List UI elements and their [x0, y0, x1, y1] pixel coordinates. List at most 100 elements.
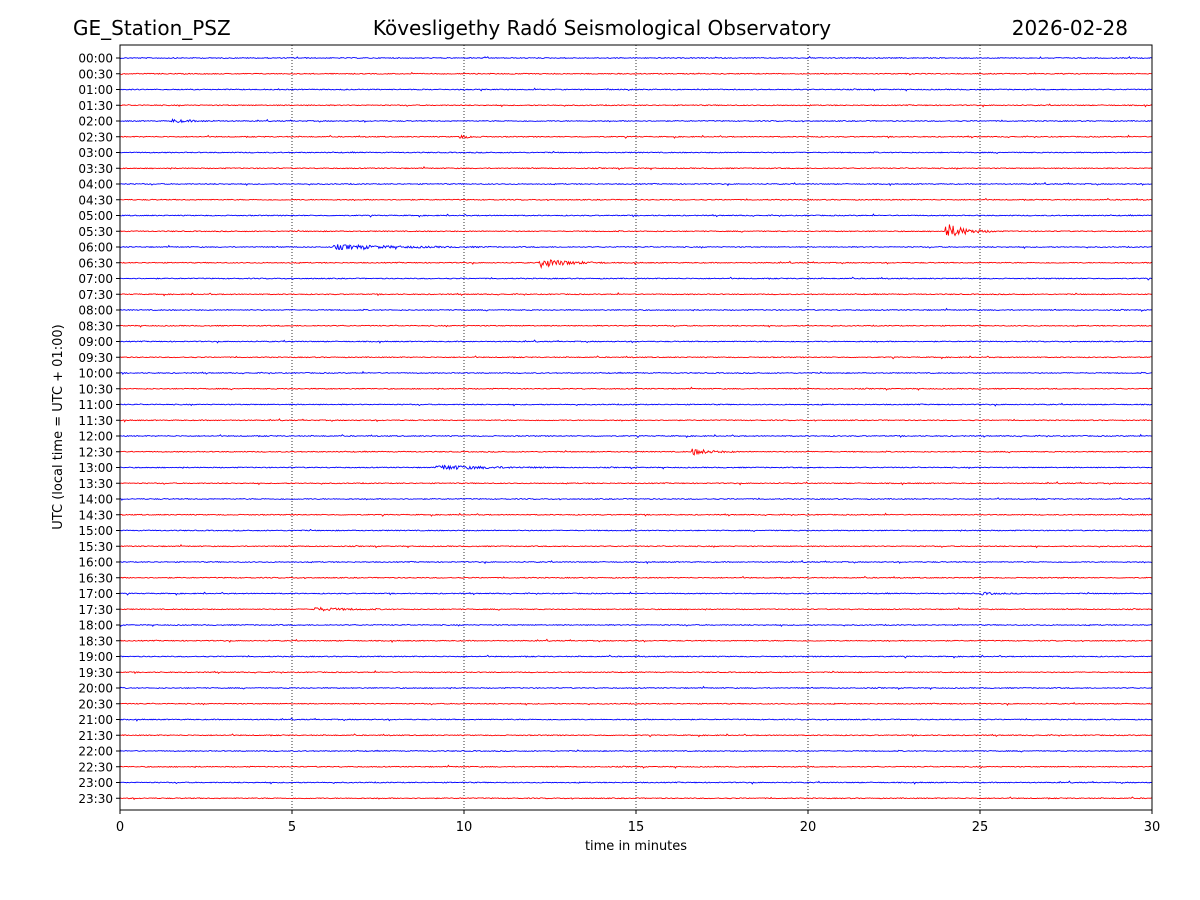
row-label-16:00: 16:00	[78, 556, 113, 570]
trace-15:30	[119, 544, 1153, 549]
row-label-00:00: 00:00	[78, 52, 113, 66]
row-label-23:00: 23:00	[78, 776, 113, 790]
trace-03:30	[119, 166, 1153, 171]
x-tick-label-30: 30	[1144, 820, 1161, 835]
trace-22:00	[119, 749, 1153, 753]
x-axis-label: time in minutes	[585, 839, 687, 854]
trace-17:30	[119, 606, 1153, 612]
row-label-18:00: 18:00	[78, 619, 113, 633]
row-label-06:30: 06:30	[78, 256, 113, 270]
row-label-12:00: 12:00	[78, 430, 113, 444]
trace-05:00	[119, 213, 1153, 218]
row-label-04:00: 04:00	[78, 178, 113, 192]
row-label-01:00: 01:00	[78, 83, 113, 97]
row-label-15:30: 15:30	[78, 540, 113, 554]
trace-11:00	[119, 402, 1153, 407]
seismic-traces	[119, 55, 1153, 801]
trace-12:30	[119, 448, 1153, 456]
y-axis-label: UTC (local time = UTC + 01:00)	[51, 324, 66, 529]
trace-08:00	[119, 307, 1153, 313]
trace-06:00	[119, 243, 1153, 251]
trace-01:30	[119, 103, 1153, 108]
row-label-02:00: 02:00	[78, 115, 113, 129]
trace-13:00	[119, 464, 1153, 471]
trace-11:30	[119, 418, 1153, 423]
row-label-23:30: 23:30	[78, 792, 113, 806]
x-tick-label-5: 5	[288, 820, 296, 835]
trace-05:30	[119, 224, 1153, 237]
station-name: GE_Station_PSZ	[73, 16, 231, 40]
x-tick-label-0: 0	[116, 820, 124, 835]
trace-19:00	[119, 654, 1153, 659]
row-label-10:30: 10:30	[78, 382, 113, 396]
trace-13:30	[119, 481, 1153, 486]
row-label-17:30: 17:30	[78, 603, 113, 617]
grid-lines	[291, 45, 981, 810]
trace-00:30	[119, 71, 1153, 76]
row-label-01:30: 01:30	[78, 99, 113, 113]
trace-14:00	[119, 497, 1153, 501]
trace-17:00	[119, 591, 1153, 596]
row-label-03:30: 03:30	[78, 162, 113, 176]
trace-23:30	[119, 796, 1153, 801]
row-label-12:30: 12:30	[78, 445, 113, 459]
trace-09:30	[119, 355, 1153, 360]
trace-15:00	[119, 528, 1153, 532]
row-label-06:00: 06:00	[78, 241, 113, 255]
row-label-05:30: 05:30	[78, 225, 113, 239]
plot-date: 2026-02-28	[1011, 16, 1128, 40]
x-axis-ticks: 0 5 10 15 20 25 30	[116, 810, 1160, 835]
row-label-08:30: 08:30	[78, 319, 113, 333]
trace-14:30	[119, 512, 1153, 517]
trace-07:30	[119, 291, 1153, 297]
trace-10:30	[119, 386, 1153, 391]
row-label-20:00: 20:00	[78, 682, 113, 696]
row-label-21:30: 21:30	[78, 729, 113, 743]
row-label-14:30: 14:30	[78, 508, 113, 522]
row-label-17:00: 17:00	[78, 587, 113, 601]
x-tick-label-15: 15	[628, 820, 645, 835]
trace-21:00	[119, 717, 1153, 722]
trace-20:30	[119, 701, 1153, 706]
row-label-11:30: 11:30	[78, 414, 113, 428]
row-label-02:30: 02:30	[78, 130, 113, 144]
row-label-10:00: 10:00	[78, 367, 113, 381]
row-label-18:30: 18:30	[78, 634, 113, 648]
x-tick-label-20: 20	[800, 820, 817, 835]
trace-22:30	[119, 764, 1153, 769]
trace-18:30	[119, 638, 1153, 644]
row-label-11:00: 11:00	[78, 398, 113, 412]
x-tick-label-25: 25	[972, 820, 989, 835]
trace-18:00	[119, 623, 1153, 628]
row-label-07:30: 07:30	[78, 288, 113, 302]
observatory-title: Kövesligethy Radó Seismological Observat…	[372, 16, 832, 40]
row-label-09:00: 09:00	[78, 335, 113, 349]
trace-06:30	[119, 259, 1153, 270]
trace-09:00	[119, 339, 1153, 344]
row-label-19:30: 19:30	[78, 666, 113, 680]
trace-21:30	[119, 733, 1153, 738]
trace-08:30	[119, 324, 1153, 328]
trace-00:00	[119, 55, 1153, 60]
row-label-13:30: 13:30	[78, 477, 113, 491]
row-label-22:00: 22:00	[78, 745, 113, 759]
trace-03:00	[119, 150, 1153, 154]
row-label-00:30: 00:30	[78, 67, 113, 81]
trace-16:30	[119, 575, 1153, 580]
trace-04:00	[119, 181, 1153, 187]
row-label-05:00: 05:00	[78, 209, 113, 223]
trace-02:30	[119, 134, 1153, 140]
row-label-13:00: 13:00	[78, 461, 113, 475]
trace-01:00	[119, 87, 1153, 92]
row-label-03:00: 03:00	[78, 146, 113, 160]
trace-16:00	[119, 559, 1153, 565]
row-label-20:30: 20:30	[78, 697, 113, 711]
trace-02:00	[119, 118, 1153, 124]
row-label-21:00: 21:00	[78, 713, 113, 727]
row-label-19:00: 19:00	[78, 650, 113, 664]
trace-20:00	[119, 685, 1153, 691]
trace-19:30	[119, 669, 1153, 675]
trace-07:00	[119, 276, 1153, 281]
row-label-09:30: 09:30	[78, 351, 113, 365]
